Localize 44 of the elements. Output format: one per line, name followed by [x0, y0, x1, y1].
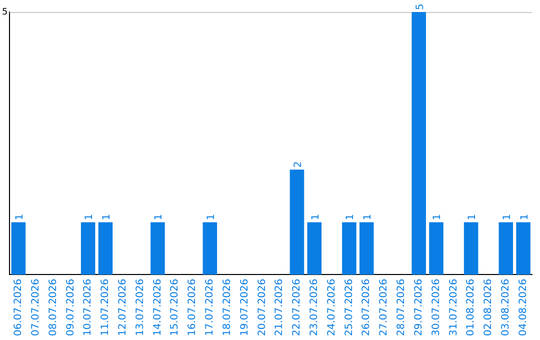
- x-tick-label: 01.08.2026: [466, 278, 477, 336]
- data-label: 5: [414, 4, 426, 10]
- data-label: 1: [154, 214, 165, 220]
- data-label: 1: [467, 214, 478, 220]
- data-label: 1: [101, 214, 112, 220]
- x-tick-label: 28.07.2026: [396, 278, 408, 336]
- x-tick-label: 16.07.2026: [187, 278, 198, 336]
- x-tick-label: 21.07.2026: [274, 278, 286, 336]
- x-tick-label: 18.07.2026: [222, 278, 233, 336]
- data-label: 2: [292, 161, 304, 168]
- x-tick-label: 03.08.2026: [500, 278, 512, 336]
- x-tick-label: 09.07.2026: [65, 278, 76, 336]
- x-tick-label: 17.07.2026: [204, 278, 216, 336]
- x-tick-label: 30.07.2026: [430, 278, 442, 336]
- x-tick-label: 26.07.2026: [361, 278, 372, 336]
- x-tick-label: 06.07.2026: [13, 278, 24, 336]
- data-label: 1: [432, 214, 444, 220]
- data-label: 1: [502, 214, 513, 220]
- x-tick-label: 27.07.2026: [378, 278, 390, 336]
- x-tick-label: 25.07.2026: [344, 278, 355, 336]
- data-label: 1: [519, 214, 530, 220]
- x-tick-label: 24.07.2026: [326, 278, 338, 336]
- x-tick-label: 10.07.2026: [82, 278, 94, 336]
- data-label: 1: [206, 214, 217, 220]
- x-tick-label: 11.07.2026: [100, 278, 112, 336]
- data-label: 1: [14, 214, 26, 220]
- x-tick-label: 31.07.2026: [448, 278, 460, 336]
- x-tick-label: 29.07.2026: [413, 278, 424, 336]
- x-tick-label: 08.07.2026: [48, 278, 59, 336]
- data-label: 1: [310, 214, 322, 220]
- x-tick-label: 22.07.2026: [292, 278, 303, 336]
- x-tick-label: 19.07.2026: [239, 278, 250, 336]
- x-tick-label: 02.08.2026: [483, 278, 494, 336]
- x-tick-label: 04.08.2026: [518, 278, 529, 336]
- data-label: 1: [84, 214, 96, 220]
- x-tick-label: 07.07.2026: [30, 278, 42, 336]
- x-tick-label: 13.07.2026: [134, 278, 146, 336]
- data-label: 1: [362, 214, 374, 220]
- x-tick-label: 20.07.2026: [256, 278, 268, 336]
- x-tick-label: 14.07.2026: [152, 278, 164, 336]
- x-tick-label: 12.07.2026: [117, 278, 128, 336]
- x-tick-label: 23.07.2026: [308, 278, 320, 336]
- x-tick-label: 15.07.2026: [170, 278, 181, 336]
- data-label: 1: [345, 214, 356, 220]
